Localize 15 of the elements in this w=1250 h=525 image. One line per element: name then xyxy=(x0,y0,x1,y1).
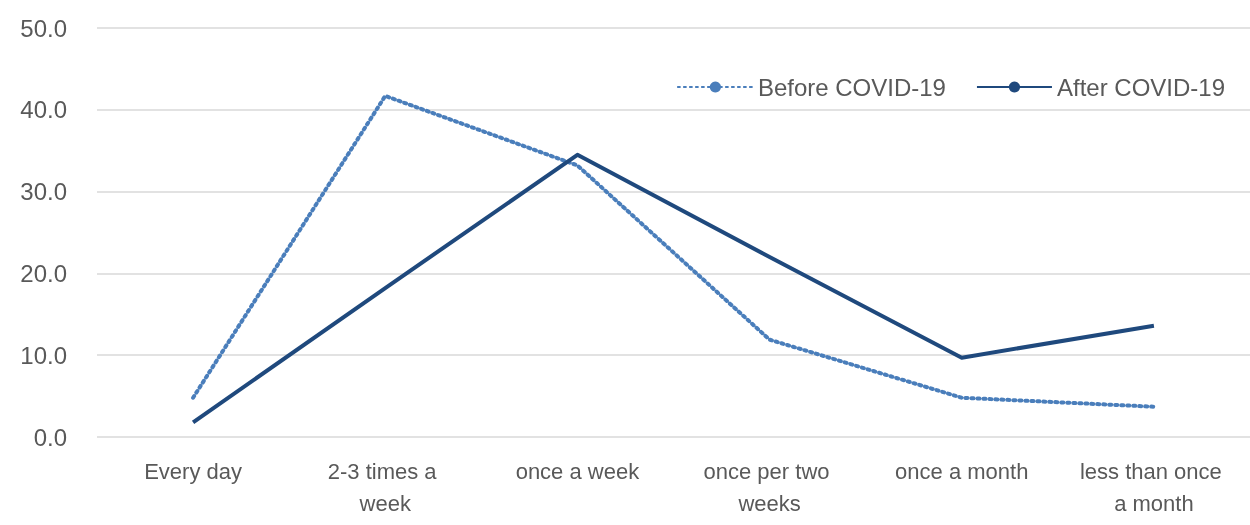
y-tick-label: 30.0 xyxy=(20,178,67,206)
y-tick-label: 40.0 xyxy=(20,96,67,124)
x-tick-label: once per two weeks xyxy=(703,458,836,516)
line-series xyxy=(191,152,1156,425)
y-tick-label: 50.0 xyxy=(20,14,67,42)
x-tick-label: once a month xyxy=(895,458,1029,484)
legend-label: After COVID-19 xyxy=(1056,73,1225,101)
legend-label: Before COVID-19 xyxy=(757,73,946,101)
x-tick-label: once a week xyxy=(515,458,641,484)
y-tick-label: 10.0 xyxy=(20,341,67,369)
y-tick-label: 0.0 xyxy=(33,423,67,451)
y-tick-label: 20.0 xyxy=(20,259,67,287)
x-tick-label: Every day xyxy=(144,458,242,484)
x-tick-label: less than once a month xyxy=(1079,458,1228,516)
x-tick-label: 2-3 times a week xyxy=(327,458,443,516)
